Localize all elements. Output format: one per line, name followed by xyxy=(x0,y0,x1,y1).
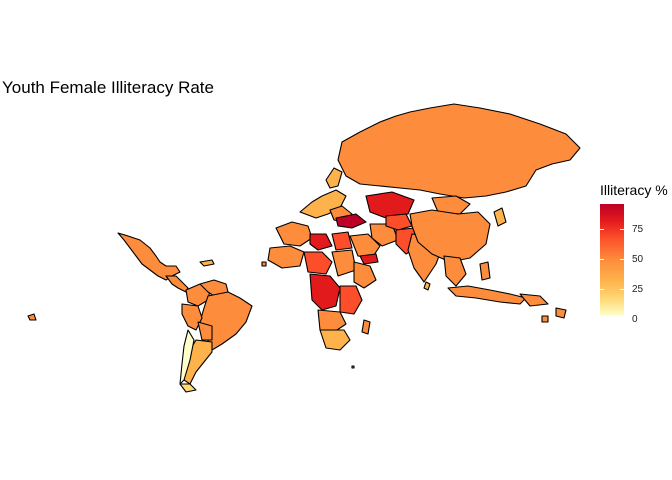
region-central-africa xyxy=(309,273,341,311)
region-island-west xyxy=(27,313,37,321)
region-central-america xyxy=(165,275,189,293)
legend-tick-mark xyxy=(620,229,624,230)
region-bolivia xyxy=(197,321,213,341)
region-island-pacific xyxy=(541,315,549,323)
region-sri-lanka xyxy=(423,281,431,291)
region-mexico xyxy=(117,232,181,281)
region-tierra-del-fuego xyxy=(179,383,197,393)
legend-tick-label: 0 xyxy=(632,314,638,325)
legend-tick-mark xyxy=(600,229,604,230)
region-maghreb xyxy=(275,221,313,247)
region-turkey xyxy=(335,213,367,229)
region-egypt xyxy=(331,231,353,251)
region-central-asia-south xyxy=(385,213,413,231)
region-madagascar xyxy=(361,319,371,335)
legend-tick-label: 50 xyxy=(632,254,644,265)
region-southeast-asia xyxy=(443,255,467,287)
region-caribbean xyxy=(199,259,215,267)
legend-color-bar xyxy=(600,204,624,316)
region-papua xyxy=(519,293,549,307)
region-peru xyxy=(181,303,203,331)
region-kazakhstan xyxy=(365,191,415,219)
region-europe-west xyxy=(299,189,347,219)
region-sahel-central xyxy=(303,251,333,275)
region-indonesia xyxy=(447,285,527,305)
region-chile xyxy=(179,329,195,385)
region-sudan xyxy=(331,249,357,277)
legend-tick-label: 25 xyxy=(632,284,644,295)
region-mongolia xyxy=(431,195,471,215)
region-southern-africa xyxy=(319,329,351,351)
region-russia xyxy=(337,103,581,199)
region-island-atlantic xyxy=(261,261,267,267)
region-libya xyxy=(309,233,333,251)
legend-tick-label: 75 xyxy=(632,224,644,235)
region-korea-japan xyxy=(493,207,507,227)
region-sahel-west xyxy=(267,245,305,269)
map-title: Youth Female Illiteracy Rate xyxy=(2,78,214,97)
legend-tick-mark xyxy=(620,289,624,290)
legend-title: Illiteracy % xyxy=(600,182,668,198)
region-horn-of-africa xyxy=(353,261,377,289)
legend-tick-mark xyxy=(600,289,604,290)
legend-tick-mark xyxy=(620,259,624,260)
region-island-indian xyxy=(351,365,355,369)
region-pacific-islands xyxy=(555,307,567,319)
region-arabia xyxy=(349,233,381,259)
region-scandinavia xyxy=(325,167,343,189)
region-angola-zambia xyxy=(317,309,347,333)
region-east-africa xyxy=(339,285,363,315)
region-yemen xyxy=(359,253,379,265)
region-philippines xyxy=(479,261,491,281)
region-china xyxy=(409,209,491,263)
legend-tick-mark xyxy=(600,259,604,260)
